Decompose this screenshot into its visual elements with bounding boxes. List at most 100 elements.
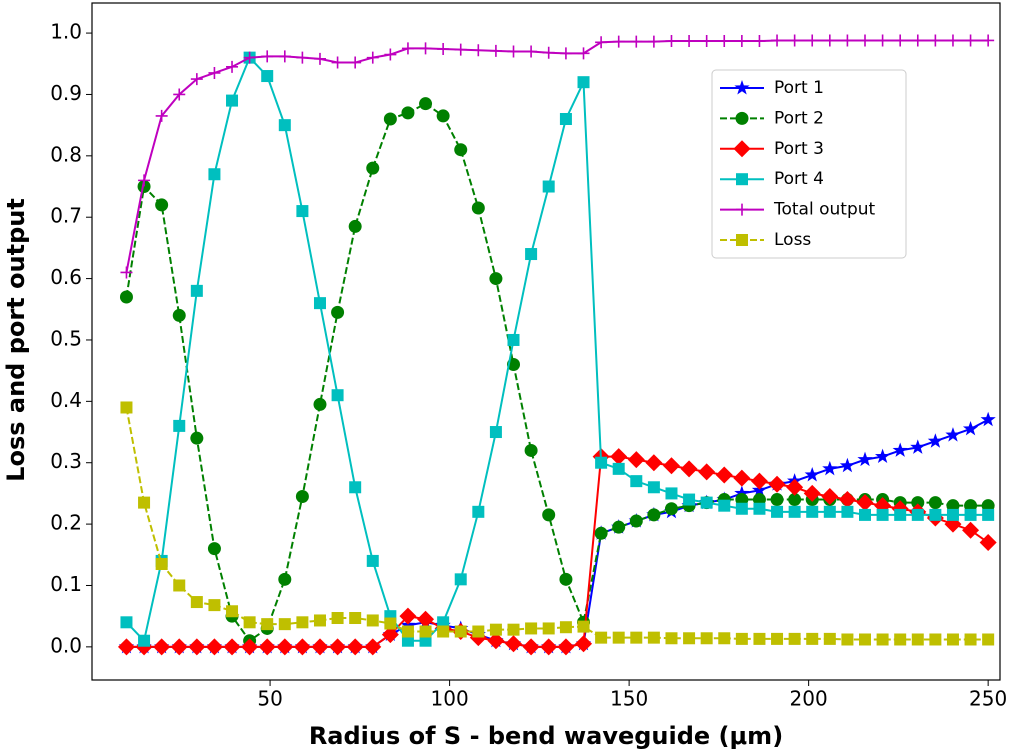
data-point [680, 460, 698, 478]
legend-marker [736, 234, 748, 246]
data-point [645, 454, 663, 472]
data-point [610, 448, 628, 466]
data-point [979, 534, 997, 552]
data-point [559, 621, 572, 634]
legend-marker [735, 111, 749, 125]
data-point [489, 426, 502, 439]
data-point [454, 625, 467, 638]
data-point [559, 113, 572, 126]
x-tick-label: 150 [610, 687, 648, 711]
data-point [507, 623, 520, 636]
data-point [859, 508, 872, 521]
data-point [525, 248, 538, 261]
data-point [735, 35, 748, 48]
data-point [929, 508, 942, 521]
data-point [489, 44, 502, 57]
legend-label: Loss [774, 230, 811, 250]
data-point [806, 632, 819, 645]
y-tick-label: 0.5 [50, 326, 82, 350]
data-point [559, 47, 572, 60]
data-point [153, 638, 171, 656]
data-point [718, 35, 731, 48]
data-point [437, 625, 450, 638]
data-point [401, 634, 414, 647]
data-point [700, 496, 713, 509]
data-point [119, 290, 133, 304]
data-point [381, 626, 399, 644]
data-point [296, 616, 309, 629]
data-point [138, 634, 151, 647]
data-point [507, 333, 520, 346]
data-point [366, 614, 379, 627]
data-point [946, 508, 959, 521]
data-point [980, 411, 996, 427]
data-point [293, 638, 311, 656]
x-tick-label: 200 [790, 687, 828, 711]
data-point [364, 638, 382, 656]
data-point [471, 201, 485, 215]
data-point [962, 420, 979, 436]
data-point [894, 633, 907, 646]
data-point [155, 109, 168, 122]
data-point [384, 617, 397, 630]
data-point [823, 34, 836, 47]
data-point [839, 457, 856, 473]
data-point [313, 397, 327, 411]
data-point [715, 466, 733, 484]
data-point [718, 499, 731, 512]
data-point [929, 34, 942, 47]
data-point [577, 620, 590, 633]
data-point [662, 457, 680, 475]
data-point [753, 502, 766, 515]
data-point [982, 508, 995, 521]
y-tick-label: 0.0 [50, 633, 82, 657]
data-point [349, 56, 362, 69]
data-point [910, 439, 926, 454]
data-point [120, 401, 133, 414]
data-point [313, 297, 326, 310]
data-point [612, 631, 625, 644]
data-point [753, 35, 766, 48]
data-point [859, 633, 872, 646]
data-point [525, 622, 538, 635]
data-point [190, 431, 204, 445]
data-point [823, 505, 836, 518]
legend-label: Port 4 [774, 169, 824, 189]
y-tick-label: 0.1 [50, 572, 82, 596]
data-point [542, 180, 555, 193]
data-point [964, 508, 977, 521]
data-point [295, 489, 309, 503]
data-point [577, 76, 590, 89]
data-point [718, 632, 731, 645]
legend-marker [736, 203, 748, 216]
x-tick-label: 250 [969, 687, 1007, 711]
data-point [399, 607, 417, 625]
data-point [664, 502, 678, 516]
data-point [524, 443, 538, 457]
data-point [612, 520, 626, 534]
data-point [348, 219, 362, 233]
data-point [278, 572, 292, 586]
data-point [771, 34, 784, 47]
data-point [505, 635, 523, 653]
data-point [489, 623, 502, 636]
data-point [417, 610, 435, 628]
data-point [261, 618, 274, 631]
data-point [138, 174, 151, 187]
data-point [346, 638, 364, 656]
data-point [226, 60, 239, 73]
data-point [419, 42, 432, 55]
data-point [296, 205, 309, 218]
data-point [329, 638, 347, 656]
x-axis-label: Radius of S - bend waveguide (μm) [309, 722, 783, 750]
data-point [522, 638, 540, 656]
data-point [575, 635, 593, 653]
data-point [627, 451, 645, 469]
data-point [472, 625, 485, 638]
data-point [876, 633, 889, 646]
data-point [313, 614, 326, 627]
x-tick-label: 50 [257, 687, 282, 711]
data-point [542, 508, 556, 522]
y-tick-label: 0.9 [50, 81, 82, 105]
